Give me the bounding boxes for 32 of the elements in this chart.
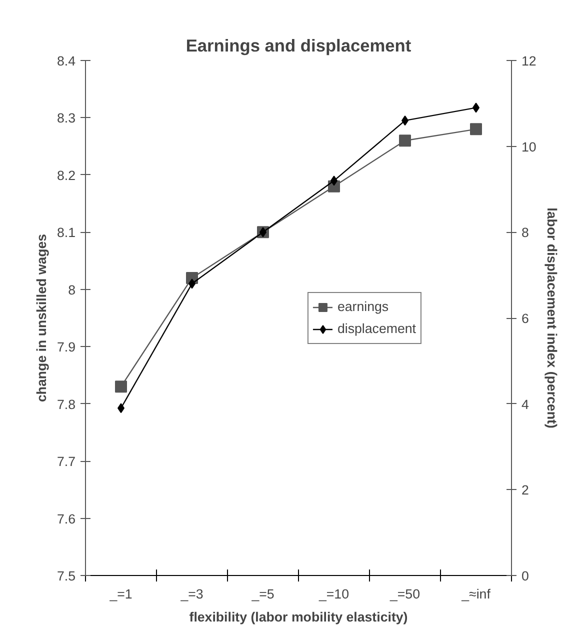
y2-tick-label: 10	[522, 139, 536, 154]
y-tick-label: 7.9	[56, 340, 76, 355]
legend-label: displacement	[337, 321, 416, 336]
y-tick-label: 8.3	[56, 110, 76, 126]
legend-label: earnings	[337, 299, 389, 314]
y2-tick-label: 6	[522, 311, 529, 326]
x-tick-label: _=10	[318, 586, 350, 602]
y-tick-label: 7.8	[56, 396, 76, 412]
y-axis-title: change in unskilled wages	[34, 234, 49, 402]
y2-tick-label: 12	[522, 54, 536, 68]
y2-axis-title: labor displacement index (percent)	[544, 208, 560, 428]
y2-tick-label: 8	[522, 225, 529, 240]
x-tick-label: _=50	[388, 586, 420, 602]
point	[399, 134, 411, 147]
chart-title: Earnings and displacement	[186, 36, 412, 56]
y-tick-label: 7.7	[56, 454, 76, 470]
y2-tick-label: 4	[522, 396, 530, 412]
x-tick-label: _=3	[180, 586, 204, 602]
x-tick-label: _≈inf	[460, 586, 491, 602]
point	[115, 380, 127, 393]
y2-tick-label: 0	[522, 568, 529, 584]
y-tick-label: 7.5	[56, 568, 76, 584]
x-tick-label: _=1	[108, 586, 132, 602]
y-tick-label: 8.2	[56, 168, 76, 183]
y-tick-label: 8.4	[56, 54, 76, 68]
y-tick-label: 7.6	[56, 511, 76, 526]
x-axis-title: flexibility (labor mobility elasticity)	[189, 610, 408, 624]
point	[470, 123, 482, 136]
x-tick-label: _=5	[250, 586, 274, 602]
y-tick-label: 8	[68, 282, 76, 298]
y-tick-label: 8.1	[56, 225, 76, 240]
y2-tick-label: 2	[522, 482, 529, 498]
